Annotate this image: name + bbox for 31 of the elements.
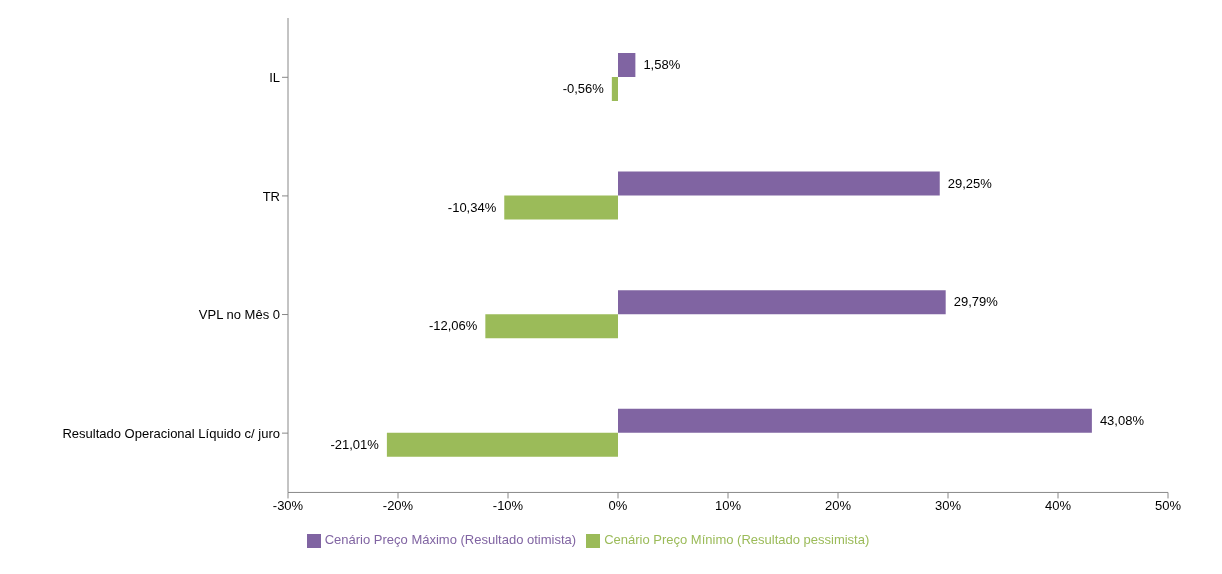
legend-label: Cenário Preço Máximo (Resultado otimista) xyxy=(324,532,577,548)
y-tick-label: IL xyxy=(269,69,280,85)
bar xyxy=(618,171,940,196)
x-tick-label: -10% xyxy=(492,497,524,513)
bar xyxy=(611,77,618,101)
bar xyxy=(386,432,618,457)
bar xyxy=(618,408,1092,433)
data-label: -12,06% xyxy=(428,318,478,334)
data-label: -21,01% xyxy=(330,436,380,452)
bar xyxy=(485,314,618,339)
x-tick-label: -30% xyxy=(272,497,304,513)
legend-label: Cenário Preço Mínimo (Resultado pessimista) xyxy=(604,532,870,548)
x-tick-label: -20% xyxy=(382,497,414,513)
x-tick-label: 30% xyxy=(934,497,962,513)
y-tick-label: VPL no Mês 0 xyxy=(198,307,280,323)
x-tick-label: 0% xyxy=(608,497,628,513)
data-label: -10,34% xyxy=(447,199,497,215)
bar xyxy=(504,195,618,220)
data-label: 29,79% xyxy=(953,294,999,310)
data-label: 1,58% xyxy=(643,57,681,72)
y-tick-label: TR xyxy=(262,188,280,204)
y-tick-label: Resultado Operacional Líquido c/ juro xyxy=(62,425,280,441)
bar xyxy=(618,53,636,77)
x-tick-label: 10% xyxy=(714,497,742,513)
data-label: 29,25% xyxy=(947,175,993,191)
x-tick-label: 40% xyxy=(1044,497,1072,513)
x-tick-label: 20% xyxy=(824,497,852,513)
bar xyxy=(618,290,946,315)
data-label: -0,56% xyxy=(562,81,605,96)
x-tick-label: 50% xyxy=(1154,497,1182,513)
data-label: 43,08% xyxy=(1099,412,1145,428)
